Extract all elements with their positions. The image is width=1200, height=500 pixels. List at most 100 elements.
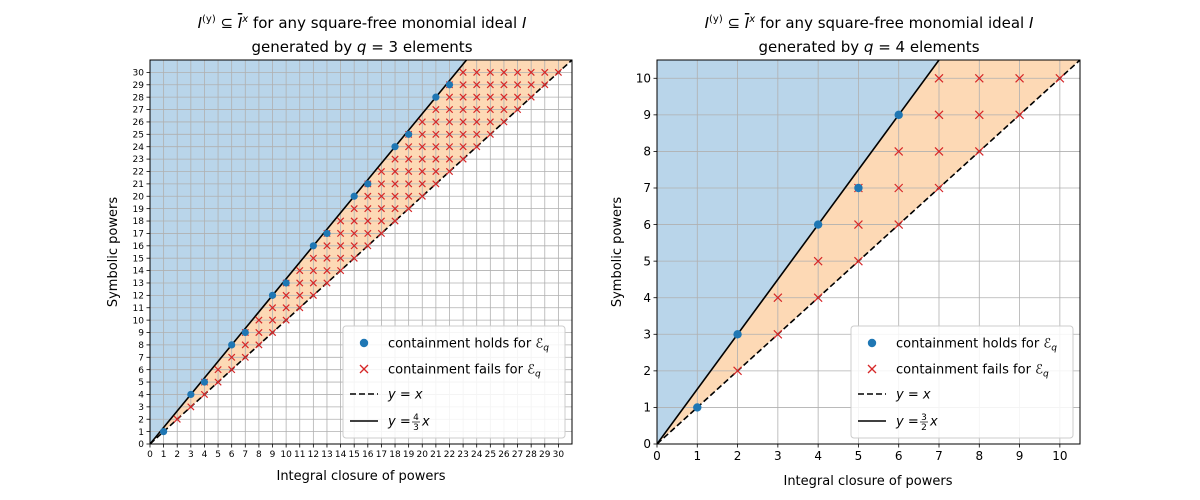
fail-marker (323, 254, 331, 262)
x-tick-label: 19 (403, 450, 415, 460)
fail-marker (377, 229, 386, 238)
x-tick-label: 15 (348, 450, 359, 460)
fail-marker (513, 81, 522, 89)
fail-marker (350, 217, 358, 225)
x-tick-label: 14 (335, 450, 347, 460)
fail-marker (405, 205, 413, 213)
y-tick-label: 28 (133, 93, 145, 103)
y-tick-label: 4 (138, 391, 144, 401)
hold-marker (282, 279, 290, 287)
fail-marker (500, 105, 508, 114)
legend-q3: containment holds for ℰq containment fail… (342, 325, 566, 439)
fail-marker (486, 81, 494, 89)
y-tick-label: 22 (133, 168, 144, 178)
fail-marker (418, 167, 426, 176)
x-tick-label: 2 (734, 449, 742, 463)
fail-marker (323, 266, 331, 275)
fail-marker (405, 167, 413, 176)
y-tick-label: 1 (643, 401, 651, 415)
legend-label-steep-line: y = (387, 415, 411, 430)
y-tick-label: 16 (133, 242, 145, 252)
fail-marker (894, 147, 904, 156)
y-tick-label: 26 (133, 118, 145, 128)
fail-marker (894, 183, 904, 193)
fail-marker (364, 242, 372, 250)
legend-hold-marker (867, 338, 877, 348)
hold-marker (733, 330, 742, 339)
fail-marker (214, 366, 222, 374)
y-tick-label: 4 (643, 291, 651, 305)
fail-marker (432, 130, 440, 138)
chart-title-line1: I(y) ⊆ Ix for any square-free monomial i… (198, 14, 527, 32)
fail-marker (500, 68, 508, 77)
fail-marker (255, 328, 263, 337)
x-axis-label: Integral closure of powers (783, 474, 952, 489)
fail-marker (255, 316, 263, 324)
fail-marker (554, 68, 563, 77)
hold-marker (391, 143, 399, 151)
legend-box (850, 325, 1074, 439)
fail-marker (296, 291, 304, 299)
fail-marker (268, 328, 277, 337)
fail-marker (282, 316, 290, 324)
fail-marker (500, 81, 508, 89)
x-tick-label: 25 (485, 450, 496, 460)
y-tick-label: 6 (643, 218, 651, 232)
hold-marker (364, 180, 372, 188)
chart-title-line2: generated by q = 4 elements (758, 38, 979, 56)
x-tick-label: 3 (774, 449, 782, 463)
fail-marker (432, 143, 440, 151)
fail-marker (282, 291, 290, 299)
fail-marker (350, 229, 358, 238)
x-axis-label: Integral closure of powers (276, 469, 445, 484)
fail-marker (459, 143, 467, 151)
fail-marker (459, 105, 467, 114)
legend-fraction-numerator: 3 (921, 413, 927, 423)
fail-marker (934, 183, 944, 193)
fail-marker (854, 220, 863, 229)
x-tick-label: 11 (294, 450, 305, 460)
fail-marker (391, 167, 399, 176)
fail-marker (255, 341, 263, 349)
x-tick-label: 2 (174, 450, 180, 460)
x-tick-label: 21 (430, 450, 441, 460)
fail-marker (391, 192, 399, 200)
fail-marker (418, 180, 426, 188)
fail-marker (391, 205, 399, 213)
fail-marker (173, 415, 181, 423)
y-tick-label: 2 (138, 415, 144, 425)
hold-marker (350, 192, 358, 200)
fail-marker (773, 293, 783, 303)
x-tick-label: 4 (814, 449, 822, 463)
fail-marker (228, 353, 236, 361)
fail-marker (323, 279, 331, 287)
fail-marker (405, 192, 413, 200)
y-tick-label: 3 (643, 327, 651, 341)
x-tick-label: 24 (471, 450, 483, 460)
y-tick-label: 8 (138, 341, 144, 351)
x-tick-label: 9 (270, 450, 276, 460)
fail-marker (432, 105, 440, 114)
legend-label-holds: containment holds for ℰq (388, 337, 549, 354)
legend-hold-marker (359, 338, 369, 348)
fail-marker (934, 147, 944, 156)
fail-marker (934, 73, 944, 83)
x-tick-label: 3 (188, 450, 194, 460)
y-tick-label: 5 (138, 378, 144, 388)
hold-marker (241, 328, 249, 337)
fail-marker (486, 130, 494, 138)
fail-marker (336, 229, 345, 238)
fail-marker (473, 118, 481, 126)
fail-marker (418, 130, 426, 138)
fail-marker (934, 110, 944, 120)
hold-marker (309, 242, 317, 250)
fail-marker (459, 93, 467, 101)
fail-marker (418, 118, 426, 126)
y-tick-label: 10 (133, 316, 145, 326)
y-tick-label: 6 (138, 366, 144, 376)
y-tick-label: 24 (133, 143, 145, 153)
fail-marker (432, 118, 440, 126)
y-tick-label: 13 (133, 279, 144, 289)
